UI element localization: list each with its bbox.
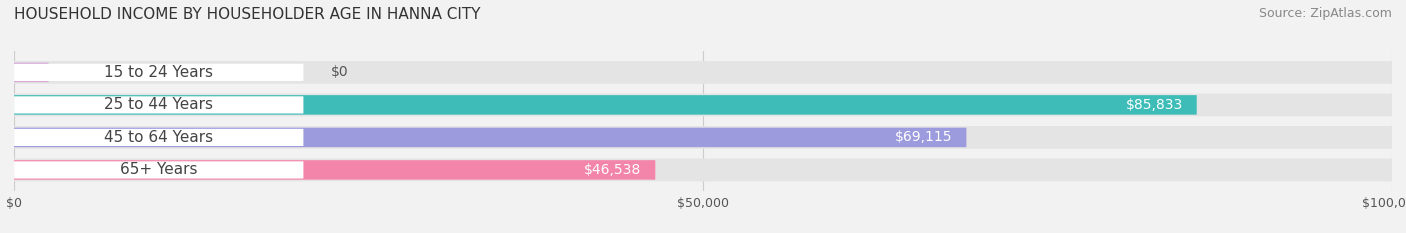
Text: $69,115: $69,115: [896, 130, 953, 144]
FancyBboxPatch shape: [14, 158, 1392, 181]
Text: $0: $0: [330, 65, 349, 79]
Text: 15 to 24 Years: 15 to 24 Years: [104, 65, 214, 80]
FancyBboxPatch shape: [14, 61, 1392, 84]
FancyBboxPatch shape: [14, 129, 304, 146]
Text: $46,538: $46,538: [585, 163, 641, 177]
Text: 25 to 44 Years: 25 to 44 Years: [104, 97, 214, 112]
FancyBboxPatch shape: [14, 95, 1197, 115]
FancyBboxPatch shape: [14, 128, 966, 147]
Text: HOUSEHOLD INCOME BY HOUSEHOLDER AGE IN HANNA CITY: HOUSEHOLD INCOME BY HOUSEHOLDER AGE IN H…: [14, 7, 481, 22]
FancyBboxPatch shape: [14, 93, 1392, 116]
Text: 45 to 64 Years: 45 to 64 Years: [104, 130, 214, 145]
Text: Source: ZipAtlas.com: Source: ZipAtlas.com: [1258, 7, 1392, 20]
Text: $85,833: $85,833: [1126, 98, 1182, 112]
FancyBboxPatch shape: [14, 63, 48, 82]
FancyBboxPatch shape: [14, 96, 304, 113]
Text: 65+ Years: 65+ Years: [120, 162, 197, 177]
FancyBboxPatch shape: [14, 126, 1392, 149]
FancyBboxPatch shape: [14, 160, 655, 180]
FancyBboxPatch shape: [14, 161, 304, 178]
FancyBboxPatch shape: [14, 64, 304, 81]
